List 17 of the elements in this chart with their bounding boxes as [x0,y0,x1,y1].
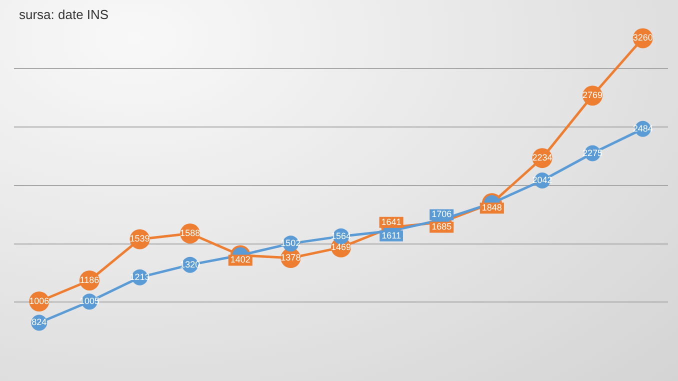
data-label: 2769 [582,90,603,100]
data-label: 1006 [29,296,50,306]
data-label: 1502 [280,238,301,248]
data-label: 1641 [381,216,402,227]
data-label: 1186 [80,274,100,285]
data-label: 1469 [330,242,352,252]
data-label: 1402 [230,254,250,265]
data-label: 1588 [180,228,200,238]
data-label: 1848 [482,202,502,213]
data-label: 1539 [130,234,150,244]
text: sursa: date INS [19,7,109,22]
data-label: 1378 [280,252,301,263]
data-label: 1611 [382,230,401,240]
data-label: 2234 [532,152,552,163]
data-label: 824 [32,317,47,328]
data-label: 1005 [79,296,100,306]
data-label: 3260 [632,32,653,43]
